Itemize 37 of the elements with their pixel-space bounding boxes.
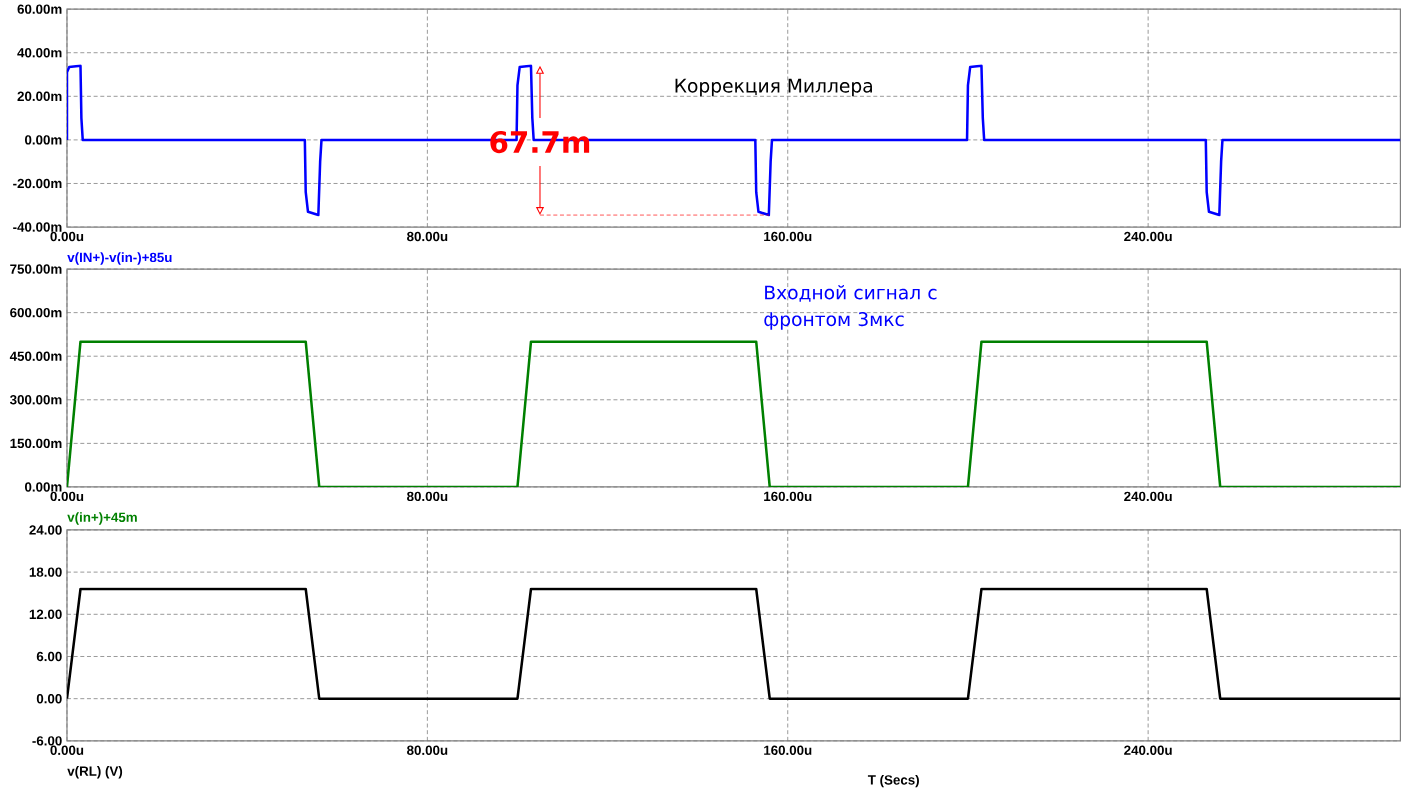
y-tick-label: 0.00m (25, 135, 62, 145)
y-tick-label: 150.00m (10, 438, 62, 449)
y-tick-label: 18.00 (29, 567, 62, 577)
y-tick-label: 0.00m (25, 482, 62, 492)
y-tick-label: 60.00m (17, 4, 62, 14)
x-tick-label: 0.00u (50, 231, 84, 242)
x-axis-title: T (Secs) (867, 774, 919, 788)
annotation: Входной сигнал с фронтом 3мкс (764, 285, 937, 330)
x-tick-label: 160.00u (764, 745, 812, 756)
text: v(IN+)-v(in-)+85u (67, 252, 172, 265)
x-tick-label: 80.00u (407, 745, 448, 756)
y-tick-label: 600.00m (10, 308, 62, 318)
y-tick-label: 0.00 (36, 694, 62, 704)
y-tick-label: -40.00m (13, 222, 62, 232)
y-tick-label: 20.00m (17, 91, 62, 102)
line-series (66, 64, 1401, 217)
y-tick-label: -6.00 (32, 736, 62, 746)
y-tick-label: 300.00m (9, 395, 62, 405)
x-tick-label: 160.00u (764, 491, 812, 502)
y-tick-label: -20.00m (13, 178, 62, 189)
y-tick-label: 12.00 (29, 609, 62, 620)
annotation: Коррекция Миллера (675, 78, 872, 97)
y-tick-label: 6.00 (36, 651, 62, 662)
y-tick-label: 450.00m (9, 351, 62, 362)
x-tick-label: 0.00u (50, 491, 84, 502)
series-label: v(in+)+45m (67, 512, 137, 525)
x-tick-label: 80.00u (407, 231, 448, 242)
text: v(RL) (V) (67, 766, 123, 779)
x-tick-label: 240.00u (1124, 231, 1172, 242)
x-tick-label: 80.00u (407, 491, 448, 502)
y-tick-label: 24.00 (29, 525, 62, 535)
x-tick-label: 160.00u (764, 231, 812, 242)
x-tick-label: 240.00u (1124, 745, 1172, 756)
y-tick-label: 750.00m (10, 264, 62, 274)
x-tick-label: 240.00u (1124, 491, 1172, 502)
x-tick-label: 0.00u (50, 745, 84, 756)
y-tick-label: 40.00m (17, 48, 62, 58)
